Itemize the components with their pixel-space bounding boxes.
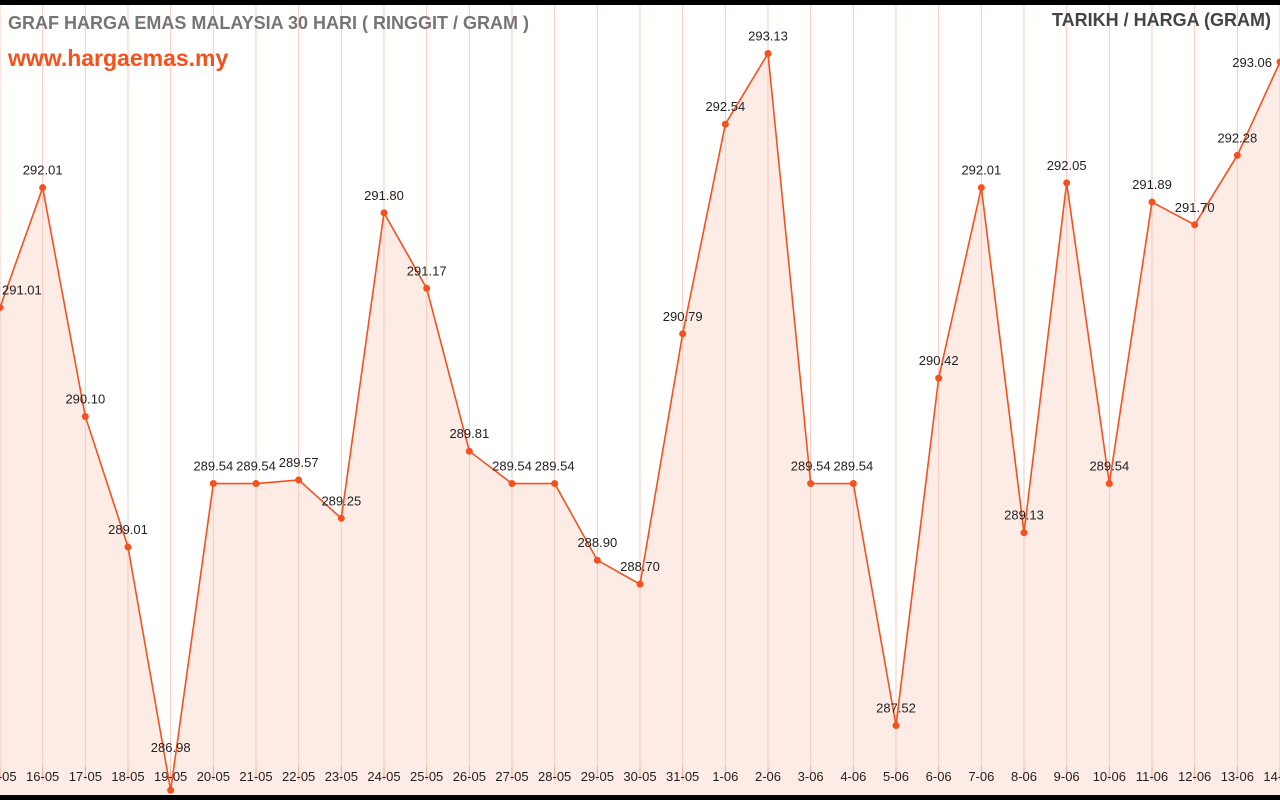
data-label: 287.52 [876,701,916,716]
website-link[interactable]: www.hargaemas.my [8,45,229,71]
data-label: 288.90 [577,535,617,550]
x-tick-label: 17-05 [69,769,102,784]
data-point [252,480,260,488]
data-label: 293.06 [1232,55,1272,70]
data-label: 289.81 [449,426,489,441]
data-label: 292.28 [1217,130,1257,145]
x-tick-label: 28-05 [538,769,571,784]
data-point [1276,58,1280,66]
x-tick-label: 14-06 [1263,769,1280,784]
data-point [81,412,89,420]
data-point [1020,529,1028,537]
data-point [892,722,900,730]
x-tick-label: 27-05 [495,769,528,784]
x-tick-label: 16-05 [26,769,59,784]
data-label: 290.79 [663,309,703,324]
x-tick-label: 15-05 [0,769,17,784]
data-label: 292.01 [961,163,1001,178]
data-label: 290.10 [65,391,105,406]
x-tick-label: 29-05 [581,769,614,784]
data-label: 291.80 [364,188,404,203]
data-label: 291.89 [1132,177,1172,192]
data-point [423,284,431,292]
data-label: 289.25 [321,493,361,508]
x-tick-label: 25-05 [410,769,443,784]
x-tick-label: 18-05 [111,769,144,784]
data-point [679,330,687,338]
data-point [764,50,772,58]
x-tick-label: 23-05 [325,769,358,784]
data-label: 289.54 [535,459,575,474]
data-label: 286.98 [151,740,191,755]
x-tick-label: 30-05 [623,769,656,784]
data-point [209,480,217,488]
data-point [1233,151,1241,159]
data-label: 289.54 [1089,459,1129,474]
data-label: 291.01 [2,282,42,297]
chart-title: GRAF HARGA EMAS MALAYSIA 30 HARI ( RINGG… [8,13,530,33]
data-label: 289.54 [791,459,831,474]
data-label: 290.42 [919,353,959,368]
x-tick-label: 6-06 [926,769,952,784]
data-point [593,556,601,564]
x-tick-label: 31-05 [666,769,699,784]
x-tick-label: 24-05 [367,769,400,784]
data-label: 289.13 [1004,508,1044,523]
data-label: 289.01 [108,522,148,537]
data-label: 289.57 [279,455,319,470]
x-tick-label: 1-06 [712,769,738,784]
data-label: 289.54 [236,459,276,474]
data-point [1191,221,1199,229]
x-tick-label: 10-06 [1093,769,1126,784]
x-tick-label: 26-05 [453,769,486,784]
data-label: 291.17 [407,263,447,278]
x-tick-label: 4-06 [840,769,866,784]
data-label: 292.54 [705,99,745,114]
x-tick-label: 9-06 [1054,769,1080,784]
x-tick-label: 13-06 [1221,769,1254,784]
data-label: 289.54 [833,459,873,474]
x-tick-label: 20-05 [197,769,230,784]
x-tick-label: 22-05 [282,769,315,784]
data-label: 293.13 [748,29,788,44]
data-label: 291.70 [1175,200,1215,215]
data-label: 289.54 [193,459,233,474]
data-point [721,120,729,128]
data-point [0,303,4,311]
x-tick-label: 5-06 [883,769,909,784]
data-point [380,209,388,217]
chart-legend: TARIKH / HARGA (GRAM) [1052,10,1271,30]
x-tick-label: 2-06 [755,769,781,784]
x-tick-label: 12-06 [1178,769,1211,784]
data-label: 292.05 [1047,158,1087,173]
data-label: 292.01 [23,163,63,178]
data-point [636,580,644,588]
data-point [337,514,345,522]
x-tick-label: 21-05 [239,769,272,784]
data-point [551,480,559,488]
data-point [1148,198,1156,206]
data-point [1105,480,1113,488]
data-point [167,786,175,794]
area-fill [0,53,1280,795]
data-point [935,374,943,382]
data-point [849,480,857,488]
data-point [977,184,985,192]
x-tick-label: 3-06 [798,769,824,784]
data-point [807,480,815,488]
data-point [1063,179,1071,187]
x-tick-label: 19-05 [154,769,187,784]
data-point [508,480,516,488]
data-point [465,447,473,455]
data-label: 288.70 [620,559,660,574]
x-tick-label: 11-06 [1136,769,1168,784]
data-point [295,476,303,484]
data-point [124,543,132,551]
x-tick-label: 7-06 [968,769,994,784]
x-tick-label: 8-06 [1011,769,1037,784]
data-label: 289.54 [492,459,532,474]
data-point [39,184,47,192]
